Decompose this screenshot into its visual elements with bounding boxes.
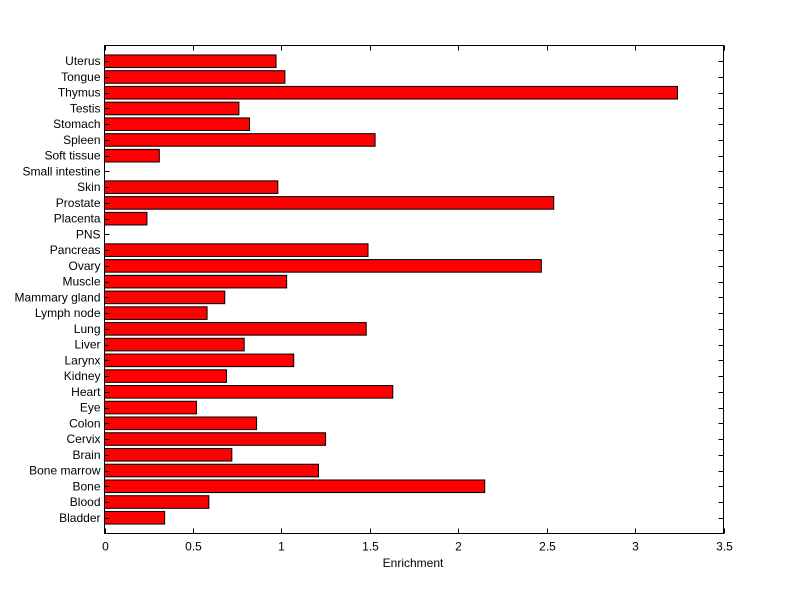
y-tick-label: Placenta [54, 212, 101, 226]
y-tick-label: Mammary gland [14, 290, 100, 304]
bar-eye [104, 400, 197, 415]
y-tick-label: Spleen [63, 133, 100, 147]
bar-thymus [104, 85, 679, 100]
y-tick-label: Uterus [65, 54, 100, 68]
bar-bone [104, 479, 486, 494]
bar-lung [104, 322, 367, 336]
y-tick-label: Stomach [53, 117, 100, 131]
bar-brain [104, 447, 233, 462]
bar-soft-tissue [104, 148, 160, 163]
bar-kidney [104, 369, 228, 383]
bar-heart [104, 385, 394, 399]
x-tick-label: 0.5 [185, 540, 202, 554]
x-tick-label: 3 [632, 540, 639, 554]
y-tick-label: Blood [70, 495, 101, 509]
y-tick-label: Small intestine [22, 164, 100, 178]
bar-stomach [104, 117, 251, 132]
bar-placenta [104, 211, 148, 226]
bar-muscle [104, 274, 288, 289]
y-tick-label: Cervix [66, 432, 100, 446]
x-axis-label: Enrichment [383, 556, 444, 570]
y-tick-label: Bone marrow [29, 464, 101, 478]
bar-prostate [104, 196, 555, 210]
y-tick-label: Brain [72, 448, 100, 462]
bar-spleen [104, 133, 376, 147]
x-tick-label: 1 [278, 540, 285, 554]
y-tick-label: Eye [80, 401, 101, 415]
bar-ovary [104, 259, 542, 273]
y-tick-label: Skin [77, 180, 100, 194]
bar-lymph-node [104, 306, 208, 320]
y-tick-label: Liver [74, 338, 100, 352]
bar-blood [104, 495, 210, 509]
bar-mammary-gland [104, 290, 226, 305]
y-tick-label: Colon [69, 416, 100, 430]
x-tick-label: 3.5 [716, 540, 733, 554]
bar-uterus [104, 54, 277, 69]
plot-frame [104, 45, 724, 534]
y-tick-label: Muscle [62, 275, 100, 289]
y-tick-label: Lymph node [35, 306, 101, 320]
y-tick-label: Heart [71, 385, 101, 399]
x-tick-label: 2.5 [539, 540, 556, 554]
x-tick-label: 1.5 [362, 540, 379, 554]
bar-tongue [104, 70, 286, 84]
y-tick-label: Larynx [64, 353, 100, 367]
y-tick-label: Ovary [68, 259, 100, 273]
y-tick-label: Soft tissue [44, 149, 100, 163]
y-tick-label: Testis [70, 101, 101, 115]
bar-cervix [104, 432, 327, 446]
bar-liver [104, 337, 245, 352]
bar-colon [104, 416, 258, 431]
bar-larynx [104, 353, 295, 368]
y-tick-label: Thymus [58, 86, 101, 100]
y-tick-label: Bone [72, 479, 100, 493]
y-tick-label: Bladder [59, 511, 100, 525]
bar-bone-marrow [104, 463, 319, 478]
bar-testis [104, 101, 240, 116]
x-tick-label: 2 [455, 540, 462, 554]
y-tick-label: Pancreas [50, 243, 101, 257]
bar-pancreas [104, 243, 369, 257]
y-tick-label: Tongue [61, 70, 101, 84]
bar-bladder [104, 510, 166, 525]
y-tick-label: Lung [74, 322, 101, 336]
bar-skin [104, 180, 279, 194]
x-tick-label: 0 [102, 540, 109, 554]
y-tick-label: Kidney [64, 369, 101, 383]
y-tick-label: PNS [76, 227, 101, 241]
y-tick-label: Prostate [56, 196, 101, 210]
